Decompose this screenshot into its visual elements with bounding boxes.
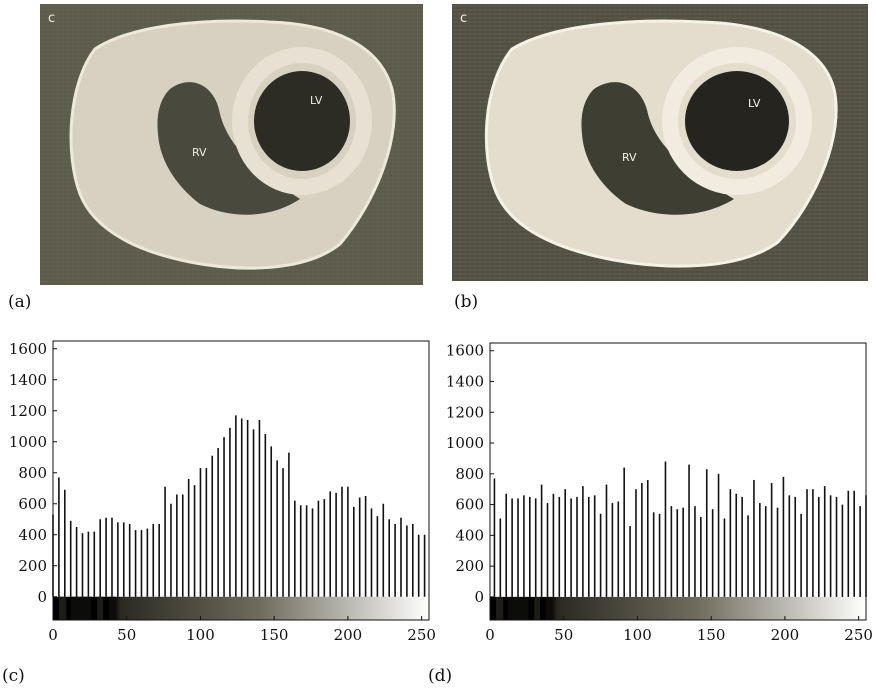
y-tick-label: 1000 bbox=[446, 434, 484, 452]
x-tick-label: 100 bbox=[623, 626, 652, 644]
x-tick-label: 50 bbox=[117, 626, 136, 644]
x-tick-label: 100 bbox=[186, 626, 215, 644]
x-tick-label: 0 bbox=[48, 626, 58, 644]
gray-level-band bbox=[70, 596, 92, 620]
gray-level-band bbox=[534, 596, 541, 620]
y-tick-label: 400 bbox=[18, 526, 47, 544]
x-tick-label: 150 bbox=[260, 626, 289, 644]
gray-level-band bbox=[109, 596, 115, 620]
x-tick-label: 0 bbox=[485, 626, 495, 644]
panel-label-a: (a) bbox=[8, 292, 32, 312]
y-tick-label: 1400 bbox=[9, 371, 47, 389]
gray-level-strip bbox=[53, 596, 429, 620]
histogram-chart-original: 0 200 400 600 800 1000 1200 1400 1600 0 50 100 150 20… bbox=[9, 340, 436, 644]
gray-level-band bbox=[58, 596, 67, 620]
x-tick-label: 250 bbox=[844, 626, 873, 644]
rv-label: RV bbox=[622, 151, 637, 164]
gray-level-band bbox=[495, 596, 504, 620]
y-tick-label: 1000 bbox=[9, 433, 47, 451]
gray-level-band bbox=[546, 596, 552, 620]
corner-letter: c bbox=[460, 11, 467, 26]
y-tick-label: 400 bbox=[455, 526, 484, 544]
x-tick-label: 200 bbox=[771, 626, 800, 644]
y-tick-label: 1200 bbox=[446, 403, 484, 421]
cardiac-image-a: c RV LV bbox=[40, 4, 423, 285]
left-ventricle-cavity bbox=[254, 71, 350, 171]
y-tick-label: 800 bbox=[455, 465, 484, 483]
panel-label-b: (b) bbox=[454, 292, 479, 312]
y-tick-label: 600 bbox=[455, 496, 484, 514]
x-tick-label: 200 bbox=[334, 626, 363, 644]
y-tick-label: 200 bbox=[18, 557, 47, 575]
y-tick-label: 200 bbox=[455, 557, 484, 575]
y-tick-label: 1400 bbox=[446, 372, 484, 390]
plot-frame bbox=[52, 340, 430, 621]
y-tick-label: 0 bbox=[474, 588, 484, 606]
y-tick-label: 600 bbox=[18, 495, 47, 513]
histogram-chart-equalized: 0 200 400 600 800 1000 1200 1400 1600 0 50 100 150 20… bbox=[446, 342, 873, 644]
rv-label: RV bbox=[192, 146, 207, 159]
panel-label-c: (c) bbox=[2, 666, 25, 686]
lv-label: LV bbox=[748, 97, 761, 110]
x-tick-label: 250 bbox=[407, 626, 436, 644]
cardiac-image-b: c RV LV bbox=[452, 4, 868, 281]
gray-level-band bbox=[97, 596, 104, 620]
myocardium-ring bbox=[232, 47, 372, 195]
gray-level-strip bbox=[490, 596, 866, 620]
y-tick-label: 1200 bbox=[9, 402, 47, 420]
panel-label-d: (d) bbox=[428, 666, 453, 686]
y-tick-label: 1600 bbox=[9, 340, 47, 358]
myocardium-ring bbox=[662, 47, 812, 195]
corner-letter: c bbox=[48, 11, 55, 26]
x-tick-label: 50 bbox=[554, 626, 573, 644]
left-ventricle-cavity bbox=[685, 71, 789, 171]
gray-level-band bbox=[507, 596, 529, 620]
lv-label: LV bbox=[310, 94, 323, 107]
y-tick-label: 1600 bbox=[446, 342, 484, 360]
y-tick-label: 800 bbox=[18, 464, 47, 482]
x-tick-label: 150 bbox=[697, 626, 726, 644]
y-tick-label: 0 bbox=[37, 588, 47, 606]
plot-frame bbox=[489, 342, 867, 621]
